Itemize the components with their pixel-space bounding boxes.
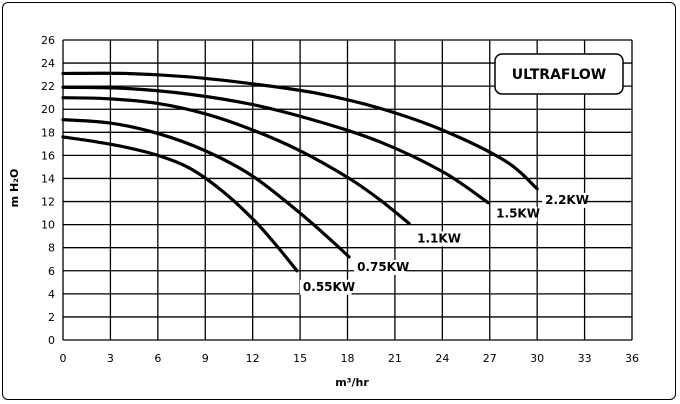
series-label-bg xyxy=(354,259,406,275)
series-label-1.5KW: 1.5KW xyxy=(496,207,540,221)
x-tick-label: 24 xyxy=(435,352,449,365)
series-line-0.55KW xyxy=(61,135,299,273)
y-tick-label: 16 xyxy=(41,149,55,162)
y-tick-label: 8 xyxy=(48,242,55,255)
y-tick-label: 14 xyxy=(41,172,55,185)
x-tick-label: 30 xyxy=(530,352,544,365)
series-label-0.55KW: 0.55KW xyxy=(303,280,355,294)
y-tick-label: 26 xyxy=(41,34,55,47)
x-tick-label: 3 xyxy=(107,352,114,365)
series-label-0.75KW: 0.75KW xyxy=(357,260,409,274)
series-label-bg xyxy=(299,279,352,295)
x-tick-label: 9 xyxy=(202,352,209,365)
series-line-1.1KW xyxy=(61,96,411,226)
y-tick-label: 22 xyxy=(41,80,55,93)
y-tick-label: 18 xyxy=(41,126,55,139)
y-tick-label: 2 xyxy=(48,311,55,324)
series-label-bg xyxy=(493,206,538,222)
x-tick-label: 21 xyxy=(388,352,402,365)
legend-title: ULTRAFLOW xyxy=(512,67,606,83)
series-label-bg xyxy=(542,192,587,208)
y-tick-label: 12 xyxy=(41,196,55,209)
y-tick-label: 6 xyxy=(48,265,55,278)
x-tick-label: 0 xyxy=(60,352,67,365)
x-tick-label: 15 xyxy=(293,352,307,365)
series-label-bg xyxy=(414,231,459,247)
chart-frame xyxy=(2,2,676,400)
series-label-2.2KW: 2.2KW xyxy=(545,193,589,207)
series-line-0.75KW xyxy=(61,118,351,259)
y-tick-label: 20 xyxy=(41,103,55,116)
y-axis-title: m H₂O xyxy=(8,169,21,208)
y-tick-label: 4 xyxy=(48,288,55,301)
x-tick-label: 27 xyxy=(483,352,497,365)
y-tick-label: 10 xyxy=(41,219,55,232)
x-tick-label: 12 xyxy=(246,352,260,365)
y-tick-label: 24 xyxy=(41,57,55,70)
x-axis-title: m³/hr xyxy=(335,376,369,389)
series-lines xyxy=(61,71,539,273)
x-tick-label: 6 xyxy=(154,352,161,365)
axis-ticks: 0 3 6 9 12 15 18 21 24 27 30 33 36024681012141618202… xyxy=(41,34,639,365)
x-tick-label: 33 xyxy=(578,352,592,365)
x-tick-label: 18 xyxy=(341,352,355,365)
series-line-1.5KW xyxy=(61,85,490,205)
x-tick-label: 36 xyxy=(625,352,639,365)
series-label-1.1KW: 1.1KW xyxy=(417,231,461,245)
legend-box: ULTRAFLOW xyxy=(494,53,624,95)
series-line-2.2KW xyxy=(61,71,539,191)
y-tick-label: 0 xyxy=(48,334,55,347)
